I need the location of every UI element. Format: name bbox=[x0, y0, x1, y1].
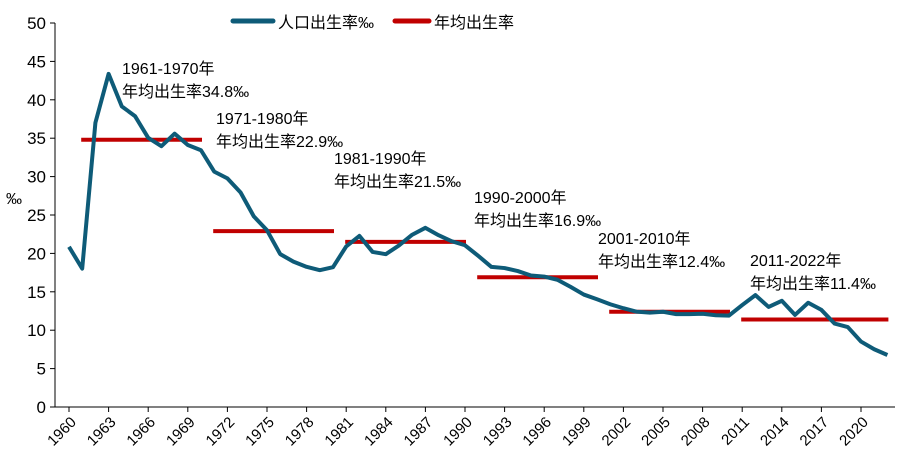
y-tick-label: 10 bbox=[27, 321, 46, 340]
x-tick-label: 2008 bbox=[678, 414, 714, 450]
x-tick-label: 1975 bbox=[242, 414, 278, 450]
x-tick-label: 2002 bbox=[599, 414, 635, 450]
x-tick-label: 1996 bbox=[519, 414, 555, 450]
x-tick-label: 1978 bbox=[282, 414, 318, 450]
x-tick-label: 2017 bbox=[797, 414, 833, 450]
x-tick-label: 1963 bbox=[84, 414, 120, 450]
legend-label-average: 年均出生率 bbox=[434, 14, 514, 32]
average-label-period: 1971-1980年 bbox=[216, 110, 309, 128]
y-tick-label: 5 bbox=[37, 360, 46, 379]
x-tick-label: 1984 bbox=[361, 414, 397, 450]
x-tick-label: 1987 bbox=[401, 414, 437, 450]
x-tick-label: 1969 bbox=[163, 414, 199, 450]
x-tick-label: 1981 bbox=[321, 414, 357, 450]
average-label-period: 1961-1970年 bbox=[122, 60, 215, 78]
average-label-value: 年均出生率16.9‰ bbox=[474, 212, 601, 230]
legend-label-birth-rate: 人口出生率‰ bbox=[278, 14, 374, 32]
average-label-value: 年均出生率11.4‰ bbox=[750, 275, 876, 293]
y-tick-label: 15 bbox=[27, 283, 46, 302]
x-tick-label: 1993 bbox=[480, 414, 516, 450]
y-tick-label: 40 bbox=[27, 91, 46, 110]
x-tick-label: 2005 bbox=[638, 414, 674, 450]
average-label-period: 2001-2010年 bbox=[598, 230, 691, 248]
y-tick-label: 0 bbox=[37, 398, 46, 417]
y-tick-label: 30 bbox=[27, 168, 46, 187]
average-label-value: 年均出生率12.4‰ bbox=[598, 253, 725, 271]
y-tick-label: 20 bbox=[27, 244, 46, 263]
y-axis-label: ‰ bbox=[6, 191, 22, 208]
x-tick-label: 1960 bbox=[44, 414, 80, 450]
average-label-value: 年均出生率22.9‰ bbox=[216, 133, 343, 151]
x-tick-label: 1972 bbox=[203, 414, 239, 450]
average-label-period: 2011-2022年 bbox=[750, 252, 841, 270]
y-tick-label: 35 bbox=[27, 129, 46, 148]
average-label-value: 年均出生率34.8‰ bbox=[122, 83, 249, 101]
x-tick-label: 1990 bbox=[440, 414, 476, 450]
y-tick-label: 25 bbox=[27, 206, 46, 225]
x-tick-label: 2014 bbox=[757, 414, 793, 450]
average-label-value: 年均出生率21.5‰ bbox=[334, 173, 461, 191]
y-tick-label: 45 bbox=[27, 52, 46, 71]
y-tick-label: 50 bbox=[27, 14, 46, 33]
average-label-period: 1981-1990年 bbox=[334, 150, 427, 168]
x-tick-label: 2020 bbox=[836, 414, 872, 450]
x-tick-label: 1966 bbox=[123, 414, 159, 450]
x-tick-label: 1999 bbox=[559, 414, 595, 450]
average-label-period: 1990-2000年 bbox=[474, 189, 567, 207]
x-tick-label: 2011 bbox=[718, 414, 753, 449]
